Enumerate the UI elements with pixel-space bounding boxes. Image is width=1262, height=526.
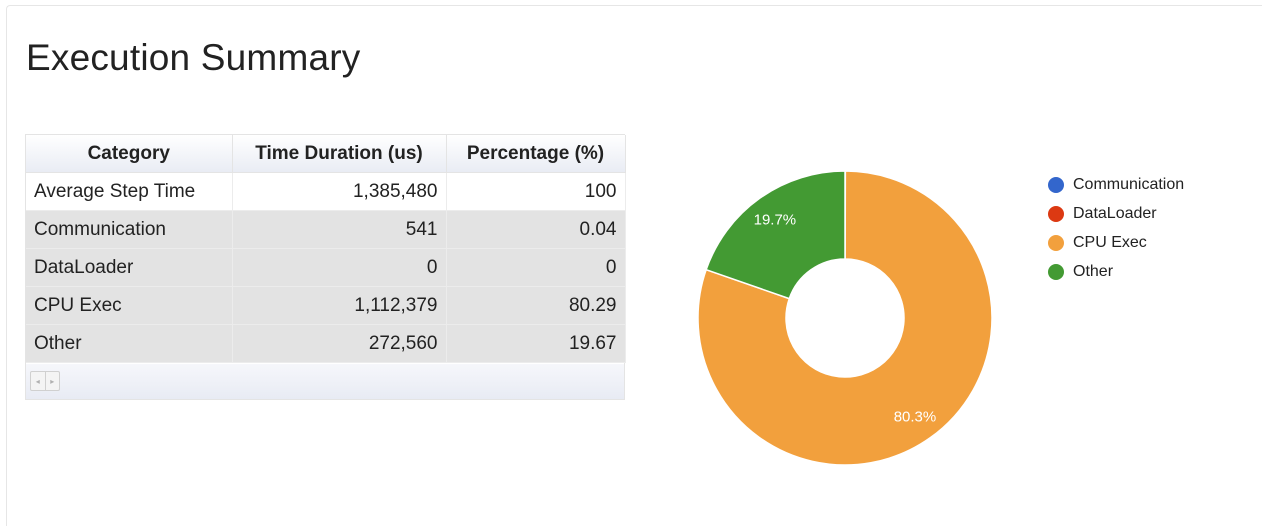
table-row[interactable]: Average Step Time 1,385,480 100 (26, 172, 626, 211)
legend-item-cpu-exec[interactable]: CPU Exec (1048, 228, 1184, 257)
cell-percentage: 0.04 (446, 210, 626, 249)
scroll-left-icon[interactable]: ◂ (35, 376, 40, 386)
scroll-right-icon[interactable]: ▸ (44, 372, 60, 390)
cell-duration: 272,560 (232, 324, 447, 363)
chart-legend: Communication DataLoader CPU Exec Other (1048, 170, 1184, 286)
legend-label: DataLoader (1073, 204, 1157, 222)
table-header-row: Category Time Duration (us) Percentage (… (26, 135, 626, 173)
cell-category: Other (26, 324, 233, 363)
cell-category: DataLoader (26, 248, 233, 287)
summary-table-container: Category Time Duration (us) Percentage (… (25, 134, 626, 400)
legend-swatch (1048, 263, 1064, 280)
legend-item-dataloader[interactable]: DataLoader (1048, 199, 1184, 228)
summary-table: Category Time Duration (us) Percentage (… (26, 135, 626, 363)
legend-swatch (1048, 234, 1064, 251)
legend-swatch (1048, 205, 1064, 222)
horizontal-scroll-control[interactable]: ◂ ▸ (30, 371, 60, 391)
legend-label: Other (1073, 262, 1114, 280)
table-row[interactable]: CPU Exec 1,112,379 80.29 (26, 286, 626, 325)
legend-label: CPU Exec (1073, 233, 1147, 251)
column-header-duration[interactable]: Time Duration (us) (232, 135, 447, 173)
donut-chart[interactable]: 80.3% 19.7% (680, 160, 1010, 480)
table-scroll-footer: ◂ ▸ (26, 364, 624, 399)
cell-duration: 1,385,480 (232, 172, 447, 211)
table-row[interactable]: DataLoader 0 0 (26, 248, 626, 287)
column-header-category[interactable]: Category (26, 135, 233, 173)
cell-duration: 1,112,379 (232, 286, 447, 325)
cell-duration: 541 (232, 210, 447, 249)
page-title: Execution Summary (26, 37, 361, 78)
donut-slice-other[interactable] (705, 170, 846, 300)
legend-swatch (1048, 176, 1064, 193)
donut-slice-cpu-exec[interactable] (697, 170, 993, 466)
slice-percent-label: 19.7% (754, 211, 797, 228)
legend-item-other[interactable]: Other (1048, 257, 1184, 286)
cell-duration: 0 (232, 248, 447, 287)
table-row[interactable]: Communication 541 0.04 (26, 210, 626, 249)
column-header-percentage[interactable]: Percentage (%) (446, 135, 626, 173)
cell-percentage: 80.29 (446, 286, 626, 325)
cell-category: Communication (26, 210, 233, 249)
table-row[interactable]: Other 272,560 19.67 (26, 324, 626, 363)
cell-percentage: 19.67 (446, 324, 626, 363)
cell-category: Average Step Time (26, 172, 233, 211)
slice-percent-label: 80.3% (894, 409, 937, 426)
legend-label: Communication (1073, 175, 1185, 193)
cell-category: CPU Exec (26, 286, 233, 325)
cell-percentage: 0 (446, 248, 626, 287)
legend-item-communication[interactable]: Communication (1048, 170, 1184, 199)
cell-percentage: 100 (446, 172, 626, 211)
